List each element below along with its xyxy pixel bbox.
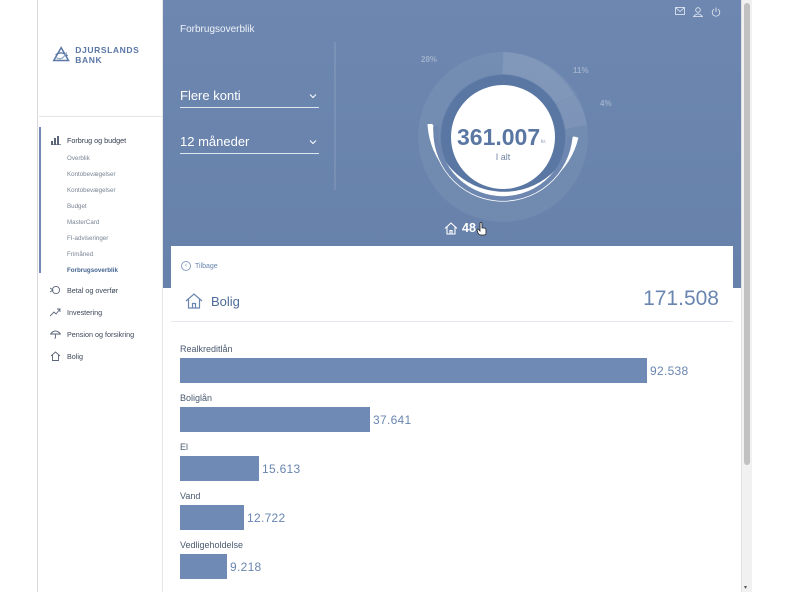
power-icon[interactable] — [711, 7, 721, 17]
sidebar-item-investering[interactable]: Investering — [39, 301, 163, 323]
segment-percent-label: 28% — [421, 55, 438, 64]
period-select-value: 12 måneder — [180, 134, 250, 149]
scroll-down-arrow-icon[interactable]: ▾ — [744, 585, 748, 591]
house-icon — [444, 221, 458, 235]
transfer-icon — [50, 285, 61, 296]
category-heading: Bolig — [185, 293, 240, 309]
overview-header: Forbrugsoverblik Flere konti 12 måneder — [163, 0, 741, 288]
period-select[interactable]: 12 måneder — [180, 130, 319, 154]
sidebar-item-forbrug-og-budget[interactable]: Forbrug og budget — [39, 129, 163, 151]
expense-label: El — [180, 442, 189, 452]
expense-value: 9.218 — [230, 559, 262, 574]
user-icon[interactable] — [693, 7, 703, 17]
left-margin — [0, 0, 38, 592]
sidebar-item-label: Investering — [67, 307, 103, 317]
spending-donut-chart[interactable] — [393, 42, 613, 222]
house-icon — [50, 351, 61, 362]
card-divider — [171, 321, 733, 322]
expense-label: Vedligeholdelse — [180, 540, 244, 550]
sidebar-subnav: Overblik Kontobevægelser Kontobevægelser… — [39, 151, 163, 279]
bank-name: DJURSLANDS BANK — [75, 45, 140, 65]
sidebar-item-label: Pension og forsikring — [67, 329, 135, 339]
total-unit: kr. — [541, 139, 547, 145]
back-label: Tilbage — [195, 262, 218, 270]
right-margin — [752, 0, 788, 592]
sidebar-subitem-overblik[interactable]: Overblik — [67, 155, 90, 162]
segment-4[interactable] — [554, 92, 587, 130]
expense-bar — [180, 407, 370, 432]
segment-11[interactable] — [502, 52, 574, 106]
hand-cursor-icon — [476, 222, 487, 236]
sidebar-subitem-forbrugsoverblik[interactable]: Forbrugsoverblik — [67, 267, 118, 274]
sidebar-item-label: Bolig — [67, 351, 83, 361]
segment-percent-label: 4% — [600, 99, 612, 108]
trend-icon — [50, 307, 61, 318]
category-detail-card: ‹ Tilbage Bolig 171.508 Realkreditlån 92… — [171, 246, 733, 592]
sidebar-subitem-frimaaned[interactable]: Frimåned — [67, 251, 94, 258]
chevron-down-icon — [309, 140, 317, 145]
account-select-value: Flere konti — [180, 88, 241, 103]
bank-logo-mark-icon — [52, 46, 70, 62]
expense-label: Boliglån — [180, 393, 213, 403]
sidebar: DJURSLANDS BANK Forbrug og budget Overbl… — [39, 0, 163, 592]
expense-row[interactable]: El 15.613 — [180, 442, 720, 491]
mail-icon[interactable] — [675, 7, 685, 17]
expense-bar — [180, 554, 227, 579]
bank-logo[interactable]: DJURSLANDS BANK — [51, 44, 162, 66]
expense-label: Realkreditlån — [180, 344, 233, 354]
sidebar-item-betal-og-overfor[interactable]: Betal og overfør — [39, 279, 163, 301]
account-select[interactable]: Flere konti — [180, 84, 319, 108]
sidebar-item-label: Betal og overfør — [67, 285, 119, 295]
vertical-scrollbar[interactable]: ▾ — [741, 0, 752, 592]
back-arrow-icon: ‹ — [181, 261, 191, 271]
expense-row[interactable]: Vedligeholdelse 9.218 — [180, 540, 720, 589]
selected-category-indicator[interactable]: 48 — [444, 221, 476, 235]
sidebar-subitem-kontobevaegelser-2[interactable]: Kontobevægelser — [67, 187, 116, 194]
expense-label: Vand — [180, 491, 201, 501]
sidebar-item-pension-og-forsikring[interactable]: Pension og forsikring — [39, 323, 163, 345]
total-label: I alt — [495, 152, 511, 162]
chevron-down-icon — [309, 94, 317, 99]
expense-bar — [180, 358, 647, 383]
expense-bar — [180, 456, 259, 481]
sidebar-subitem-budget[interactable]: Budget — [67, 203, 87, 210]
expense-value: 92.538 — [650, 363, 689, 378]
expense-bar — [180, 505, 244, 530]
expense-row[interactable]: Boliglån 37.641 — [180, 393, 720, 442]
house-icon — [185, 293, 203, 309]
expense-value: 37.641 — [373, 412, 412, 427]
bar-chart-icon — [50, 135, 61, 146]
expense-value: 15.613 — [262, 461, 301, 476]
donut-center — [451, 85, 555, 189]
selected-category-share: 48 — [462, 221, 476, 235]
header-divider — [334, 42, 336, 190]
sidebar-item-label: Forbrug og budget — [67, 135, 127, 145]
active-section-indicator — [39, 127, 41, 273]
page-title: Forbrugsoverblik — [180, 24, 255, 35]
back-link[interactable]: ‹ Tilbage — [181, 261, 218, 271]
sidebar-nav: Forbrug og budget Overblik Kontobevægels… — [39, 129, 163, 367]
sidebar-subitem-mastercard[interactable]: MasterCard — [67, 219, 100, 226]
sidebar-item-bolig[interactable]: Bolig — [39, 345, 163, 367]
expense-list: Realkreditlån 92.538 Boliglån 37.641 El … — [180, 344, 720, 589]
scrollbar-thumb[interactable] — [744, 3, 750, 465]
category-name: Bolig — [211, 293, 240, 309]
segment-percent-label: 11% — [573, 66, 589, 75]
expense-row[interactable]: Realkreditlån 92.538 — [180, 344, 720, 393]
sidebar-subitem-kontobevaegelser[interactable]: Kontobevægelser — [67, 171, 116, 178]
sidebar-subitem-fi-adviseringer[interactable]: FI-adviseringer — [67, 235, 109, 242]
top-toolbar — [675, 7, 721, 17]
expense-row[interactable]: Vand 12.722 — [180, 491, 720, 540]
category-total: 171.508 — [643, 287, 719, 310]
expense-value: 12.722 — [247, 510, 286, 525]
sidebar-divider — [39, 116, 163, 117]
umbrella-icon — [50, 329, 61, 340]
total-amount: 361.007 — [457, 124, 541, 150]
